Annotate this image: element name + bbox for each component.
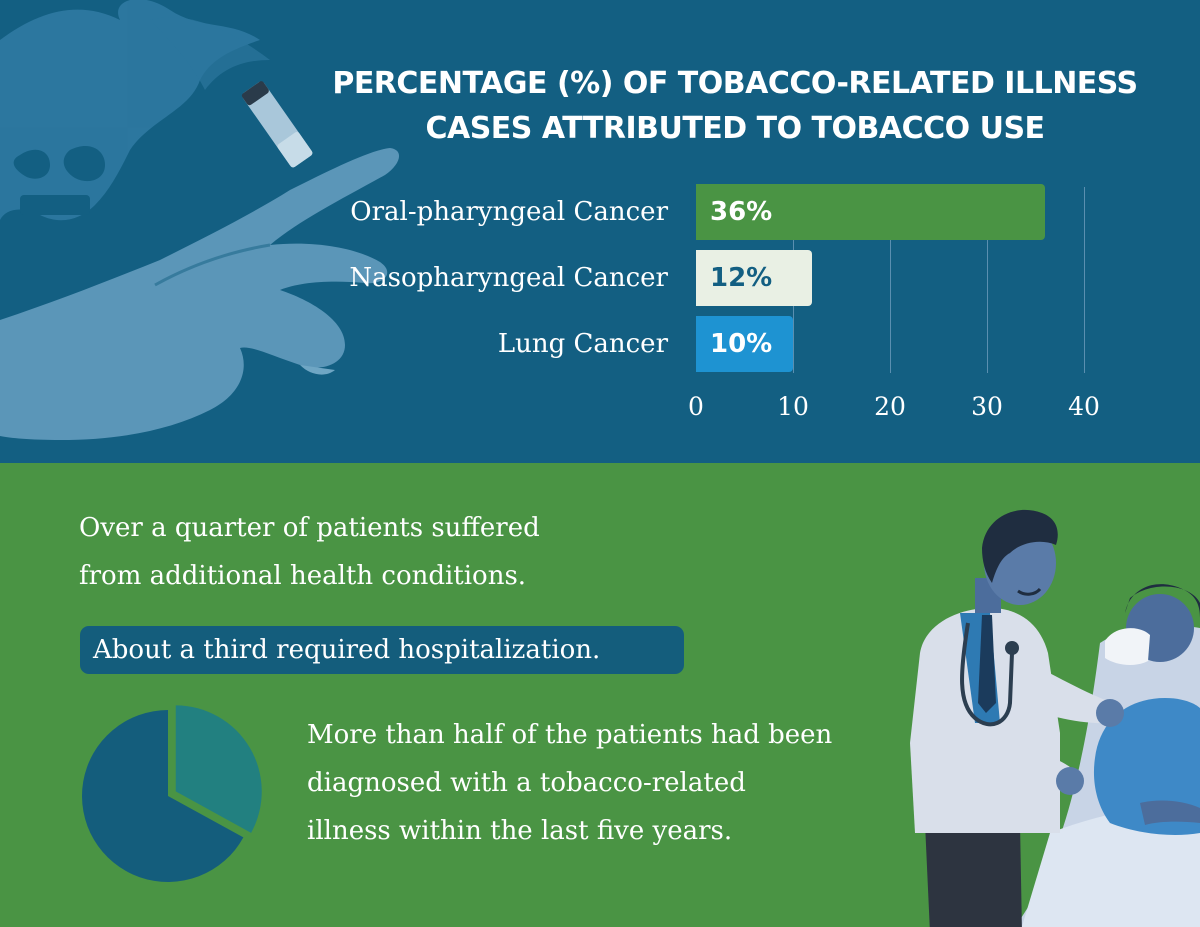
x-tick-label: 30 xyxy=(971,392,1003,421)
half-line-2: diagnosed with a tobacco-related xyxy=(307,768,746,798)
bar xyxy=(696,250,813,306)
bar-value-label: 36% xyxy=(710,197,773,227)
highlight-pill: About a third required hospitalization. xyxy=(80,626,684,674)
category-label: Nasopharyngeal Cancer xyxy=(349,263,668,293)
x-tick-label: 0 xyxy=(688,392,704,421)
cigarette-icon xyxy=(241,81,313,168)
fact-line-2: from additional health conditions. xyxy=(79,561,527,591)
pie-chart xyxy=(82,705,262,882)
pie-slice xyxy=(82,710,244,882)
bar-value-label: 10% xyxy=(710,329,773,359)
chart-panel: PERCENTAGE (%) OF TOBACCO-RELATED ILLNES… xyxy=(0,0,1200,463)
chart-title-line-2: CASES ATTRIBUTED TO TOBACCO USE xyxy=(425,111,1045,146)
gridline xyxy=(1084,187,1085,373)
x-tick-label: 40 xyxy=(1068,392,1100,421)
facts-panel: Over a quarter of patients suffered from… xyxy=(0,463,1200,927)
category-label: Oral-pharyngeal Cancer xyxy=(350,197,668,227)
half-line-3: illness within the last five years. xyxy=(307,816,733,846)
gridline xyxy=(890,187,891,373)
chart-title-line-1: PERCENTAGE (%) OF TOBACCO-RELATED ILLNES… xyxy=(332,66,1138,101)
fact-line-1: Over a quarter of patients suffered xyxy=(79,513,540,543)
category-label: Lung Cancer xyxy=(497,329,668,359)
half-line-1: More than half of the patients had been xyxy=(307,720,833,750)
bar-value-label: 12% xyxy=(710,263,773,293)
bar xyxy=(696,316,793,372)
highlight-text: About a third required hospitalization. xyxy=(93,635,601,665)
gridline xyxy=(987,187,988,373)
skull-smoke-icon xyxy=(0,0,270,221)
x-tick-label: 20 xyxy=(874,392,906,421)
pie-slice xyxy=(175,705,262,833)
skull-hand-illustration xyxy=(0,0,400,440)
doctor-with-patient-illustration xyxy=(910,509,1200,927)
hand-with-cigarette-icon xyxy=(0,148,400,440)
bar xyxy=(696,184,1046,240)
x-tick-label: 10 xyxy=(777,392,809,421)
